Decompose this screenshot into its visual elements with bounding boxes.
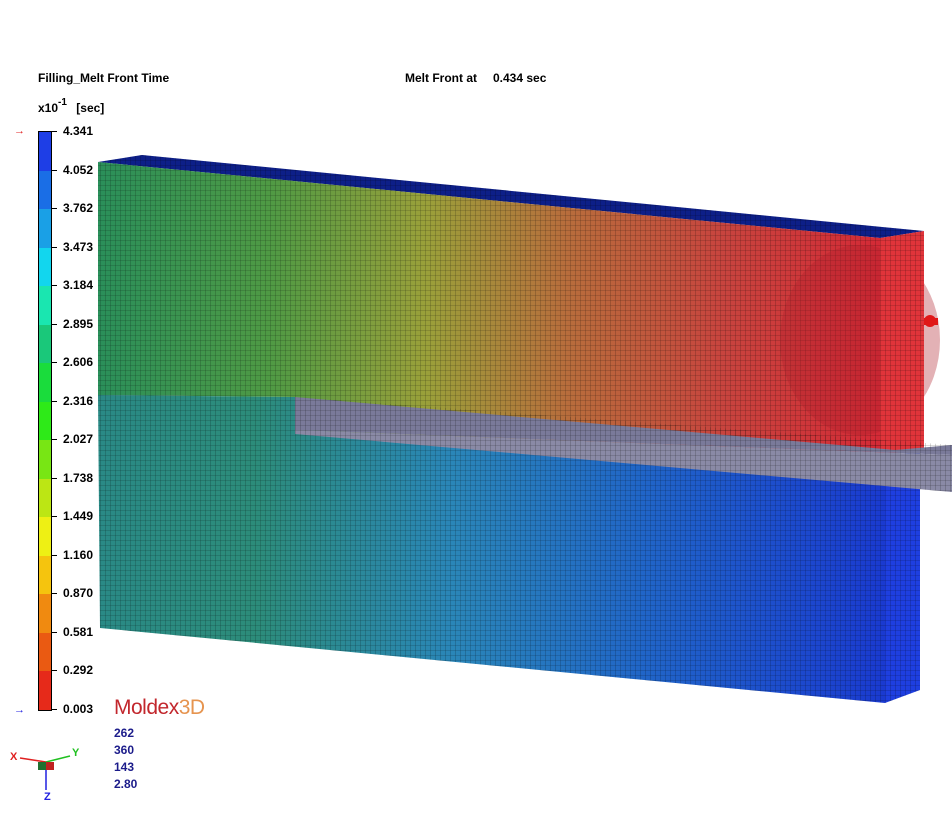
y-axis-line	[45, 755, 71, 763]
logo-suffix: 3D	[178, 696, 205, 719]
view-value-3: 143	[114, 760, 135, 774]
legend-top-arrow-icon: →	[14, 125, 25, 137]
legend-tick-mark	[52, 631, 57, 633]
legend-tick-mark	[52, 131, 57, 132]
legend-segment	[39, 632, 51, 672]
legend-segment	[39, 517, 51, 557]
legend-tick-label: 0.292	[63, 663, 94, 678]
legend-segment	[39, 671, 51, 711]
legend-tick-label: 3.473	[63, 239, 94, 254]
result-title: Filling_Melt Front Time	[38, 71, 170, 85]
legend-tick-mark	[52, 323, 57, 325]
legend-bottom-arrow-icon: →	[14, 704, 25, 716]
scale-exponent: -1	[58, 97, 67, 108]
part-right-mesh	[880, 231, 924, 455]
scale-factor: x10	[38, 101, 59, 115]
legend-tick-mark	[52, 593, 57, 595]
legend-segment	[39, 478, 51, 518]
part-lower-mesh	[98, 395, 885, 703]
legend-tick-mark	[52, 477, 57, 479]
legend-segment	[39, 247, 51, 287]
runner-mesh	[295, 397, 952, 492]
y-axis-label: Y	[72, 747, 80, 759]
legend-tick-label: 2.027	[63, 432, 94, 447]
legend-tick-label: 3.184	[63, 278, 94, 293]
legend-segment	[39, 555, 51, 595]
legend-segment	[39, 594, 51, 634]
legend-segment	[39, 401, 51, 441]
legend-segment	[39, 440, 51, 480]
axis-triad: X Y Z	[10, 747, 80, 802]
x-axis-line	[19, 757, 47, 763]
legend-tick-label: 0.870	[63, 586, 94, 601]
gate-marker-icon	[924, 315, 938, 327]
legend-tick-mark	[52, 670, 57, 672]
scale-label: x10-1 [sec]	[38, 97, 105, 115]
legend-tick-label: 0.003	[63, 702, 94, 716]
legend-tick-label: 2.606	[63, 355, 94, 370]
legend-tick-mark	[52, 400, 57, 402]
legend-color-bar	[38, 131, 52, 711]
part-top-mesh	[98, 155, 924, 238]
legend-tick-mark	[52, 554, 57, 556]
view-value-4: 2.80	[114, 777, 138, 791]
legend-tick-label: 2.316	[63, 393, 94, 408]
z-axis-label: Z	[44, 791, 51, 802]
legend-tick-label: 1.449	[63, 509, 94, 524]
part-upper-mesh	[98, 162, 880, 455]
legend-tick-label: 0.581	[63, 624, 94, 639]
view-value-1: 262	[114, 726, 135, 740]
legend-tick-mark	[52, 246, 57, 248]
melt-front-label: Melt Front at	[405, 71, 477, 85]
triad-cube-right	[46, 762, 54, 770]
view-value-2: 360	[114, 743, 135, 757]
part-lower-side-mesh	[885, 452, 920, 703]
legend-tick-mark	[52, 516, 57, 518]
x-axis-label: X	[10, 751, 18, 763]
triad-cube-left	[38, 762, 46, 770]
legend-tick-label: 2.895	[63, 316, 94, 331]
legend-tick-label: 4.341	[63, 124, 94, 138]
legend-segment	[39, 324, 51, 364]
legend-segment	[39, 132, 51, 172]
legend-tick-mark	[52, 709, 57, 710]
legend-segment	[39, 363, 51, 403]
legend-tick-mark	[52, 362, 57, 364]
legend-tick-mark	[52, 169, 57, 171]
legend-segment	[39, 209, 51, 249]
legend-tick-label: 1.738	[63, 470, 94, 485]
unit-label: [sec]	[76, 101, 105, 115]
legend-tick-label: 1.160	[63, 547, 94, 562]
legend-tick-label: 3.762	[63, 201, 94, 216]
legend-segment	[39, 286, 51, 326]
legend-tick-mark	[52, 285, 57, 287]
logo-brand: Moldex	[114, 696, 179, 719]
legend-segment	[39, 170, 51, 210]
moldex3d-logo: Moldex3D	[114, 696, 205, 720]
legend-tick-label: 4.052	[63, 162, 94, 177]
melt-front-value: 0.434 sec	[493, 71, 547, 85]
legend-tick-mark	[52, 439, 57, 441]
legend-tick-mark	[52, 208, 57, 210]
